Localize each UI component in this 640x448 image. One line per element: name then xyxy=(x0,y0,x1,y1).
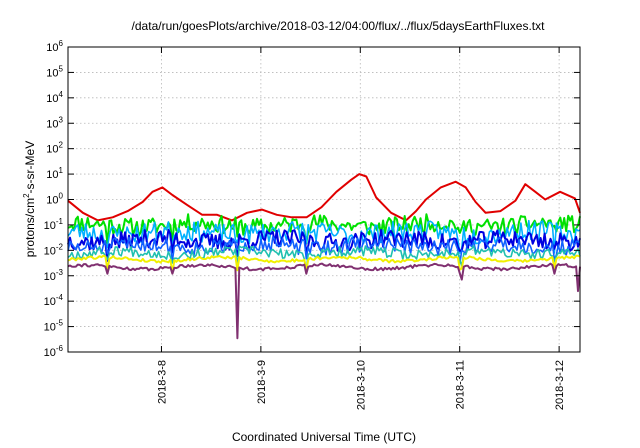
y-tick-label-base: 10 xyxy=(46,67,58,79)
y-tick-label: 105 xyxy=(46,64,63,79)
series-line-8 xyxy=(67,262,581,340)
y-axis-label-sup: 2 xyxy=(22,193,31,198)
x-tick-label: 2018-3-11 xyxy=(455,360,467,409)
y-tick-label: 10-3 xyxy=(44,268,64,283)
y-tick-label: 102 xyxy=(46,141,63,156)
x-tick-label: 2018-3-9 xyxy=(256,360,268,404)
y-tick-label: 10-2 xyxy=(44,242,64,257)
x-tick-label: 2018-3-12 xyxy=(554,360,566,410)
y-tick-label: 101 xyxy=(46,166,63,181)
x-axis-label: Coordinated Universal Time (UTC) xyxy=(232,430,416,444)
chart-title: /data/run/goesPlots/archive/2018-03-12/0… xyxy=(132,19,546,33)
series-line-7 xyxy=(67,254,581,275)
series-line-1 xyxy=(67,173,581,222)
x-tick-label: 2018-3-10 xyxy=(355,360,367,410)
y-tick-label-base: 10 xyxy=(46,169,58,181)
y-tick-label-base: 10 xyxy=(44,322,56,334)
y-tick-label-exp: 5 xyxy=(59,64,64,73)
series-line-6 xyxy=(67,245,581,271)
y-tick-label-base: 10 xyxy=(44,347,56,359)
y-tick-label-exp: -1 xyxy=(56,217,64,226)
y-axis-label: protons/cm2-s-sr-MeV xyxy=(22,141,37,257)
y-tick-label-base: 10 xyxy=(44,245,56,257)
x-tick-label: 2018-3-8 xyxy=(156,360,168,404)
y-tick-label: 10-1 xyxy=(44,217,64,232)
series-line-3 xyxy=(67,219,581,254)
y-tick-label-exp: 2 xyxy=(59,141,64,150)
y-tick-label-exp: -3 xyxy=(56,268,64,277)
y-tick-label: 106 xyxy=(46,39,63,54)
y-tick-label-exp: 3 xyxy=(59,115,64,124)
y-tick-label-base: 10 xyxy=(44,296,56,308)
y-tick-label-base: 10 xyxy=(46,144,58,156)
y-tick-label: 104 xyxy=(46,90,63,105)
y-tick-label-exp: -2 xyxy=(56,242,64,251)
y-tick-label-exp: -5 xyxy=(56,319,64,328)
y-tick-label-exp: -4 xyxy=(56,293,64,302)
y-axis-label-prefix: protons/cm xyxy=(23,198,37,257)
y-tick-label-exp: -6 xyxy=(56,344,64,353)
y-tick-label-base: 10 xyxy=(46,93,58,105)
y-tick-label-exp: 6 xyxy=(59,39,64,48)
y-tick-label-base: 10 xyxy=(46,195,58,207)
series-lines xyxy=(67,173,581,340)
y-tick-label: 10-4 xyxy=(44,293,64,308)
y-tick-label-base: 10 xyxy=(44,220,56,232)
y-tick-label: 10-6 xyxy=(44,344,64,359)
y-tick-label: 103 xyxy=(46,115,63,130)
y-tick-label-base: 10 xyxy=(46,42,58,54)
y-axis: 10-610-510-410-310-210-11001011021031041… xyxy=(44,39,580,359)
y-tick-label-exp: 4 xyxy=(59,90,64,99)
y-tick-label-exp: 1 xyxy=(59,166,64,175)
y-tick-label-exp: 0 xyxy=(59,192,64,201)
y-tick-label: 100 xyxy=(46,192,63,207)
series-line-2 xyxy=(67,213,581,245)
x-axis: 2018-3-8 2018-3-9 2018-3-10 2018-3-11 2018-3… xyxy=(156,47,566,410)
y-tick-label: 10-5 xyxy=(44,319,64,334)
y-axis-label-suffix: -s-sr-MeV xyxy=(23,141,37,194)
y-tick-label-base: 10 xyxy=(44,271,56,283)
series-line-5 xyxy=(67,236,581,264)
y-tick-label-base: 10 xyxy=(46,118,58,130)
